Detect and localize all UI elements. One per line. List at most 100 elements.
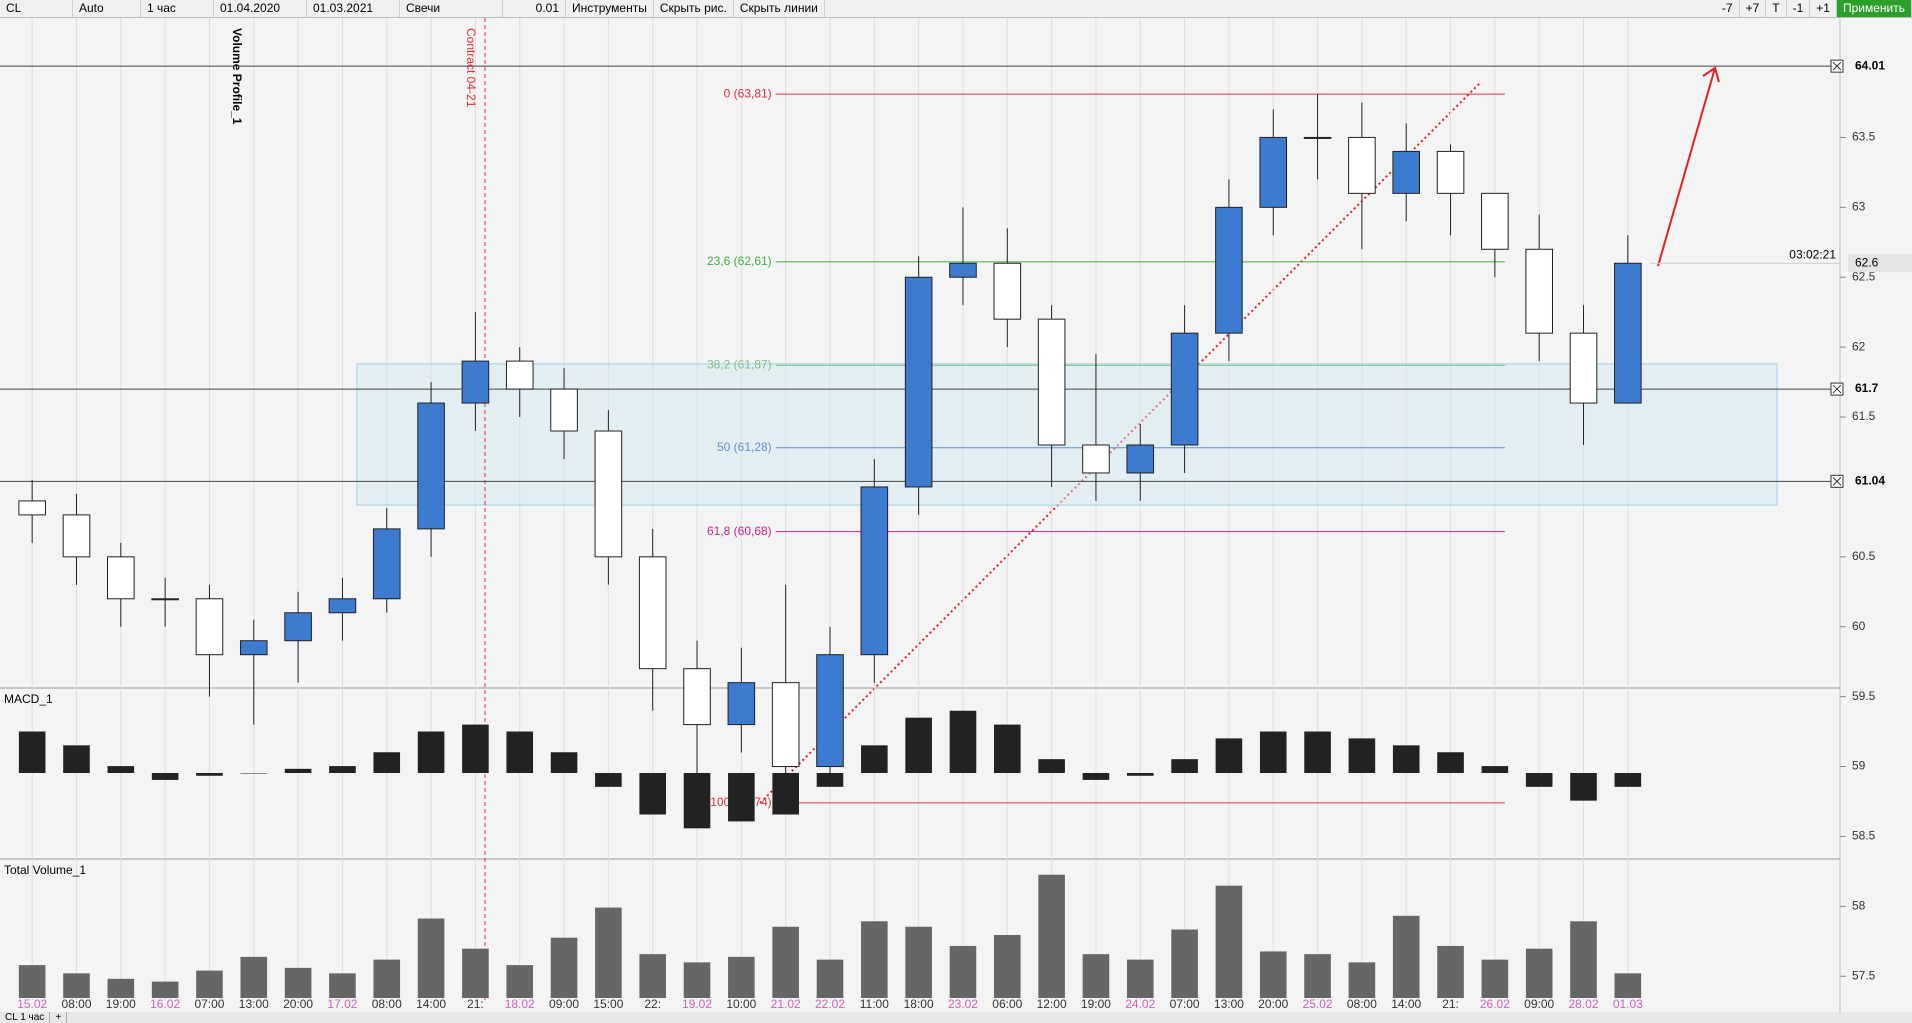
bar [506,731,534,773]
style[interactable]: Свечи [400,0,503,17]
bar [329,973,356,998]
bar [196,773,223,776]
x-tick-label: 09:00 [549,997,579,1011]
candle-body [505,360,534,390]
bar [462,948,489,998]
x-tick-label: 13:00 [239,997,269,1011]
bar [63,745,90,773]
toolbar: CL Auto 1 час 01.04.2020 01.03.2021 Свеч… [0,0,1912,18]
candle-body [1525,248,1553,334]
add-tab[interactable]: + [50,1012,68,1023]
period[interactable]: 1 час [141,0,214,17]
spacer [825,0,1716,17]
fib-label: 61,8 (60,68) [707,524,772,538]
apply[interactable]: Применить [1836,0,1912,17]
minus1[interactable]: -1 [1787,0,1811,17]
candle-body [239,640,268,656]
contract-label: Contract 04-21 [464,28,478,108]
symbol[interactable]: CL [0,0,73,17]
x-tick-label: 17.02 [327,997,357,1011]
pane-title: MACD_1 [4,692,53,706]
y-tick-label: 63 [1852,200,1866,214]
y-tick-label: 57.5 [1852,968,1876,982]
y-tick-label: 62 [1852,339,1866,353]
close-icon-x [1832,476,1842,486]
candle-body [1614,262,1642,404]
bar [1259,951,1287,998]
candle-body [594,430,623,558]
candle-body [1170,332,1199,446]
hide-drawings[interactable]: Скрыть рис. [654,0,734,17]
plus7[interactable]: +7 [1740,0,1767,17]
tools[interactable]: Инструменты [566,0,654,17]
bar [1038,759,1065,773]
hide-lines[interactable]: Скрыть линии [734,0,825,17]
bar [240,773,268,774]
chart: 15.02 08:00 19:00 16.02 07:00 13:00 20:00 17.02… [0,18,1912,1012]
x-tick-label: 15.02 [17,997,47,1011]
x-tick-label: 12:00 [1037,997,1067,1011]
x-tick-label: 21: [467,997,484,1011]
candle-body [771,682,800,768]
x-tick-label: 25.02 [1303,997,1333,1011]
bar [683,962,711,998]
y-tick-label: 60.5 [1852,549,1876,563]
fib-label: 50 (61,28) [717,440,772,454]
x-tick-label: 11:00 [860,997,889,1011]
bar [462,724,489,773]
bar [284,967,312,998]
x-tick-label: 23.02 [948,997,978,1011]
bar [329,766,356,773]
last-price-box [1848,254,1912,273]
candle-body [284,612,312,642]
bar [816,959,844,998]
study-label: Volume Profile_1 [230,28,244,125]
x-tick-label: 28.02 [1568,997,1598,1011]
x-tick-label: 19.02 [682,997,712,1011]
bar [1126,959,1154,998]
x-tick-label: 08:00 [372,997,402,1011]
date-from[interactable]: 01.04.2020 [214,0,307,17]
x-tick-label: 10:00 [726,997,756,1011]
fib-label: 23,6 (62,61) [707,254,772,268]
minus7[interactable]: -7 [1716,0,1740,17]
x-tick-label: 14:00 [416,997,446,1011]
candle-body [550,388,578,432]
step[interactable]: 0.01 [503,0,566,17]
bar [1614,773,1642,787]
date-to[interactable]: 01.03.2021 [307,0,400,17]
bar [63,973,90,998]
candle-body [1126,444,1155,474]
candle-body [683,668,711,726]
bar [107,766,135,773]
plus1[interactable]: +1 [1810,0,1837,17]
close-icon-x [1832,384,1842,394]
candle-body [328,598,357,614]
candle-body [1037,318,1066,446]
price-label: 64.01 [1855,58,1885,72]
arrow [1657,67,1716,267]
bar [1215,885,1243,998]
candle-body [195,598,224,656]
price-label: 61.7 [1855,381,1879,395]
bar [816,773,844,787]
candle-body [461,360,490,404]
x-tick-label: 18:00 [904,997,934,1011]
last-price-label: 62.6 [1855,255,1879,269]
x-tick-label: 21: [1442,997,1459,1011]
bar [861,921,888,998]
bar [595,907,622,998]
tab[interactable]: CL 1 час [0,1012,51,1023]
bar [772,773,799,815]
candle-body [1481,192,1509,250]
bar [861,745,888,773]
candle-body [1082,444,1110,474]
scale[interactable]: Auto [73,0,141,17]
t[interactable]: T [1766,0,1787,17]
bar [1481,959,1509,998]
x-tick-label: 01.03 [1613,997,1643,1011]
bar [728,773,755,822]
bar [107,978,135,998]
bar [240,956,268,998]
x-tick-label: 13:00 [1214,997,1244,1011]
